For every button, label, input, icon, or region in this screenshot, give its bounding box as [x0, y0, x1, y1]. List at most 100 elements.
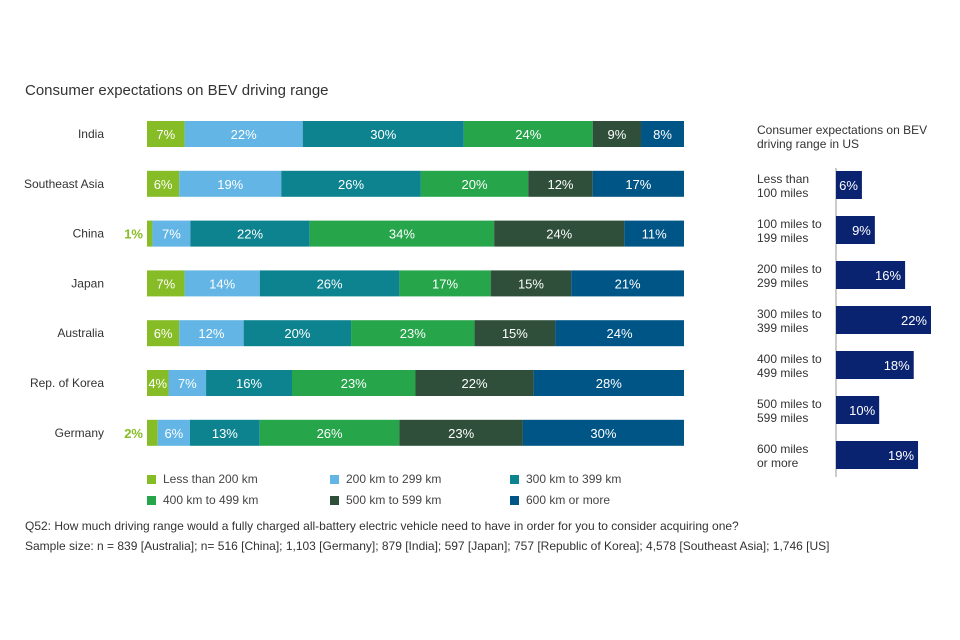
- data-label-japan-200-km-to-299-km: 14%: [209, 276, 235, 291]
- bar-japan-less-than-200-km: [147, 270, 185, 297]
- bar-japan-300-km-to-399-km: [259, 270, 400, 297]
- category-label-india: India: [78, 127, 104, 141]
- legend-item-500-km-to-599-km: 500 km to 599 km: [330, 493, 441, 507]
- us-bar-600-miles-or-more: [836, 441, 919, 469]
- data-label-india-600-km-or-more: 8%: [653, 127, 672, 142]
- bar-germany-less-than-200-km: [147, 419, 158, 446]
- bar-southeast-asia-400-km-to-499-km: [420, 170, 529, 197]
- us-category-label-line: 400 miles to: [757, 352, 822, 366]
- legend-label: Less than 200 km: [163, 472, 258, 486]
- data-label-australia-400-km-to-499-km: 23%: [400, 326, 426, 341]
- legend-swatch: [147, 495, 156, 505]
- data-label-japan-300-km-to-399-km: 26%: [317, 276, 343, 291]
- bar-india-300-km-to-399-km: [302, 121, 464, 147]
- data-label-japan-400-km-to-499-km: 17%: [432, 276, 458, 291]
- category-label-southeast-asia: Southeast Asia: [24, 177, 104, 191]
- bar-china-less-than-200-km: [147, 220, 153, 247]
- category-label-china: China: [73, 227, 105, 241]
- bar-germany-200-km-to-299-km: [157, 419, 190, 446]
- us-category-label-line: 200 miles to: [757, 262, 822, 276]
- legend-label: 500 km to 599 km: [346, 493, 442, 507]
- data-label-china-less-than-200-km: 1%: [124, 227, 143, 242]
- us-category-label-line: 599 miles: [757, 411, 809, 425]
- us-category-label-line: 499 miles: [757, 366, 809, 380]
- data-label-australia-less-than-200-km: 6%: [154, 326, 173, 341]
- bar-germany-500-km-to-599-km: [399, 419, 523, 446]
- legend-swatch: [330, 495, 339, 505]
- bar-india-200-km-to-299-km: [184, 121, 303, 147]
- us-data-label-400-miles-to-499-miles: 18%: [884, 358, 910, 373]
- footnote-question: Q52: How much driving range would a full…: [25, 519, 739, 533]
- data-label-australia-200-km-to-299-km: 12%: [198, 326, 224, 341]
- us-bar-200-miles-to-299-miles: [836, 261, 906, 289]
- legend-item-600-km-or-more: 600 km or more: [510, 493, 610, 507]
- legend-swatch: [330, 474, 339, 484]
- us-category-label-line: 600 miles: [757, 442, 809, 456]
- data-label-japan-600-km-or-more: 21%: [615, 276, 641, 291]
- data-label-india-less-than-200-km: 7%: [156, 127, 175, 142]
- us-data-label-200-miles-to-299-miles: 16%: [875, 268, 901, 283]
- us-category-label-500-miles-to-599-miles: 500 miles to 599 miles: [757, 397, 837, 425]
- bar-china-500-km-to-599-km: [494, 220, 625, 247]
- data-label-japan-less-than-200-km: 7%: [156, 276, 175, 291]
- bar-rep-of-korea-400-km-to-499-km: [291, 370, 416, 396]
- bar-india-500-km-to-599-km: [592, 121, 642, 147]
- bar-china-200-km-to-299-km: [152, 220, 191, 247]
- us-bar-less-than-100-miles: [836, 171, 862, 199]
- bar-rep-of-korea-500-km-to-599-km: [415, 370, 534, 396]
- data-label-rep-of-korea-less-than-200-km: 4%: [148, 376, 167, 391]
- category-label-germany: Germany: [55, 426, 104, 440]
- bar-australia-400-km-to-499-km: [351, 320, 475, 347]
- data-label-rep-of-korea-400-km-to-499-km: 23%: [341, 376, 367, 391]
- legend-item-400-km-to-499-km: 400 km to 499 km: [147, 493, 258, 507]
- data-label-china-600-km-or-more: 11%: [642, 227, 667, 242]
- us-chart-title: Consumer expectations on BEV driving ran…: [757, 123, 928, 151]
- data-label-china-500-km-to-599-km: 24%: [546, 227, 572, 242]
- data-label-germany-500-km-to-599-km: 23%: [448, 426, 474, 441]
- bar-rep-of-korea-less-than-200-km: [147, 370, 169, 396]
- data-label-germany-300-km-to-399-km: 13%: [212, 426, 238, 441]
- bar-rep-of-korea-300-km-to-399-km: [206, 370, 292, 396]
- data-label-germany-600-km-or-more: 30%: [590, 426, 616, 441]
- bar-australia-500-km-to-599-km: [474, 320, 556, 347]
- legend-item-300-km-to-399-km: 300 km to 399 km: [510, 472, 621, 486]
- us-data-label-500-miles-to-599-miles: 10%: [849, 403, 875, 418]
- us-category-label-line: 100 miles: [757, 186, 809, 200]
- us-data-label-600-miles-or-more: 19%: [888, 448, 914, 463]
- us-bar-300-miles-to-399-miles: [836, 306, 931, 334]
- data-label-india-400-km-to-499-km: 24%: [515, 127, 541, 142]
- us-data-label-less-than-100-miles: 6%: [839, 178, 858, 193]
- legend-swatch: [510, 495, 519, 505]
- bar-japan-500-km-to-599-km: [490, 270, 572, 297]
- us-category-label-line: 199 miles: [757, 231, 809, 245]
- category-label-australia: Australia: [57, 326, 104, 340]
- bar-china-400-km-to-499-km: [309, 220, 495, 247]
- bar-southeast-asia-500-km-to-599-km: [528, 170, 593, 197]
- bar-japan-600-km-or-more: [571, 270, 684, 297]
- bar-china-600-km-or-more: [624, 220, 684, 247]
- us-category-label-line: 100 miles to: [757, 217, 822, 231]
- bar-australia-600-km-or-more: [555, 320, 684, 347]
- us-category-label-line: 299 miles: [757, 276, 809, 290]
- category-label-rep-of-korea: Rep. of Korea: [30, 376, 104, 390]
- data-label-china-200-km-to-299-km: 7%: [162, 227, 181, 242]
- data-label-germany-400-km-to-499-km: 26%: [317, 426, 343, 441]
- legend-swatch: [147, 474, 156, 484]
- bar-india-less-than-200-km: [147, 121, 185, 147]
- data-label-rep-of-korea-500-km-to-599-km: 22%: [462, 376, 488, 391]
- data-label-australia-500-km-to-599-km: 15%: [502, 326, 528, 341]
- data-label-southeast-asia-600-km-or-more: 17%: [625, 177, 651, 192]
- legend-label: 600 km or more: [526, 493, 611, 507]
- bar-southeast-asia-600-km-or-more: [592, 170, 684, 197]
- data-label-southeast-asia-300-km-to-399-km: 26%: [338, 177, 364, 192]
- us-data-label-100-miles-to-199-miles: 9%: [852, 223, 871, 238]
- data-label-rep-of-korea-200-km-to-299-km: 7%: [178, 376, 197, 391]
- data-label-southeast-asia-400-km-to-499-km: 20%: [462, 177, 488, 192]
- legend-label: 400 km to 499 km: [163, 493, 259, 507]
- bar-japan-200-km-to-299-km: [184, 270, 260, 297]
- us-bar-500-miles-to-599-miles: [836, 396, 880, 424]
- us-category-label-line: or more: [757, 456, 799, 470]
- data-label-germany-less-than-200-km: 2%: [124, 426, 143, 441]
- legend-label: 200 km to 299 km: [346, 472, 442, 486]
- data-label-southeast-asia-200-km-to-299-km: 19%: [217, 177, 243, 192]
